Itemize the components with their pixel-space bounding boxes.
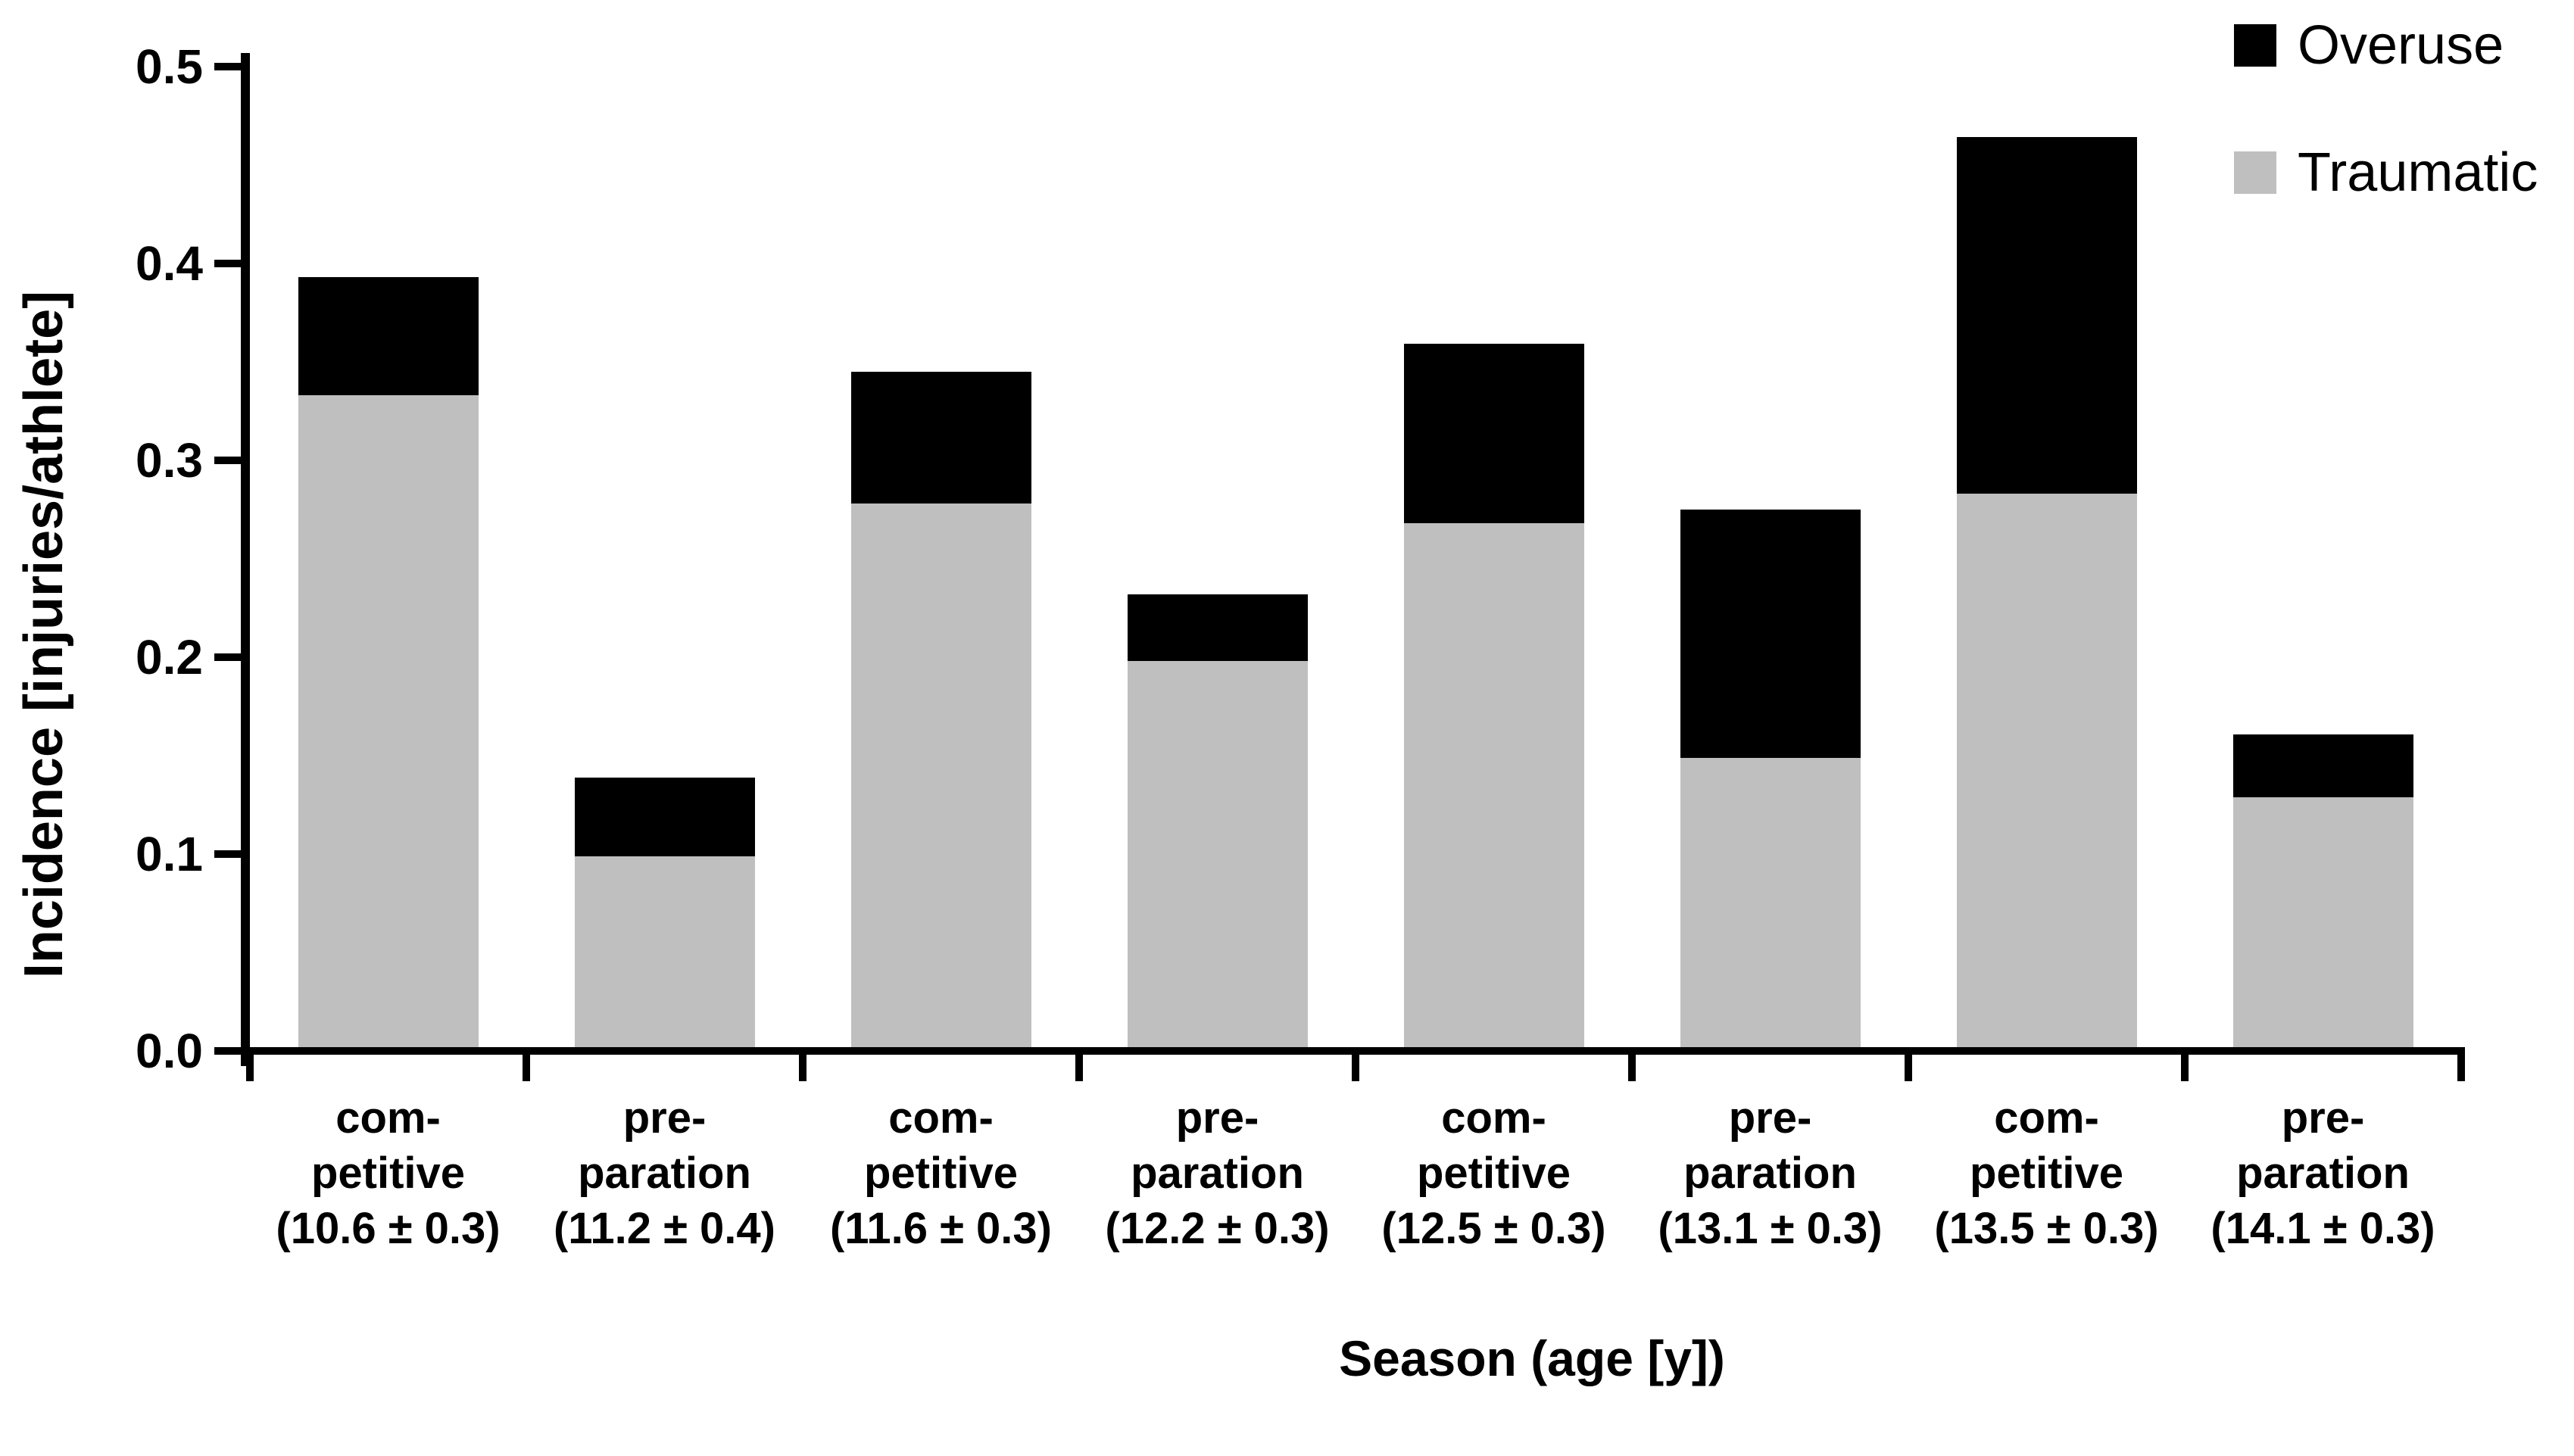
stacked-bar xyxy=(1403,344,1584,1047)
x-category-label: pre-paration (14.1 ± 0.3) xyxy=(2185,1090,2461,1256)
x-category-line: com- xyxy=(1994,1093,2099,1143)
x-tick xyxy=(523,1047,530,1081)
legend-item-overuse: Overuse xyxy=(2234,15,2538,76)
y-tick xyxy=(214,850,242,858)
legend-item-traumatic: Traumatic xyxy=(2234,142,2538,203)
x-category-line: (13.1 ± 0.3) xyxy=(1658,1204,1883,1253)
x-category-line: (11.6 ± 0.3) xyxy=(829,1204,1052,1253)
legend-label: Traumatic xyxy=(2298,142,2538,203)
stacked-bar xyxy=(574,778,755,1047)
x-axis-title: Season (age [y]) xyxy=(1339,1330,1725,1386)
x-category-line: (11.2 ± 0.4) xyxy=(553,1204,775,1253)
y-tick-label: 0.0 xyxy=(136,1024,203,1078)
y-tick-label: 0.3 xyxy=(136,433,203,488)
legend-label: Overuse xyxy=(2298,15,2504,76)
x-tick xyxy=(1075,1047,1083,1081)
x-category-line: (14.1 ± 0.3) xyxy=(2211,1204,2435,1253)
bar-segment-overuse xyxy=(1680,510,1861,758)
x-category-line: pre- xyxy=(622,1093,707,1143)
stacked-bar xyxy=(1127,594,1308,1047)
x-category-line: paration xyxy=(1683,1149,1857,1198)
y-tick xyxy=(214,457,242,464)
bar-segment-overuse xyxy=(2232,734,2413,797)
bar-segment-traumatic xyxy=(1680,758,1861,1047)
x-category-label: com-petitive (11.6 ± 0.3) xyxy=(803,1090,1079,1256)
y-tick xyxy=(214,63,242,70)
bar-segment-traumatic xyxy=(1956,494,2137,1047)
x-category-label: pre-paration (12.2 ± 0.3) xyxy=(1079,1090,1356,1256)
x-category-label: com-petitive (13.5 ± 0.3) xyxy=(1908,1090,2185,1256)
bar-segment-overuse xyxy=(1403,344,1584,523)
overuse-swatch-icon xyxy=(2234,24,2276,67)
bar-segment-traumatic xyxy=(298,395,479,1047)
x-tick xyxy=(799,1047,807,1081)
bar-segment-overuse xyxy=(574,778,755,856)
x-category-label: pre-paration (13.1 ± 0.3) xyxy=(1632,1090,1908,1256)
stacked-bar xyxy=(1956,137,2137,1047)
stacked-bar xyxy=(850,372,1031,1047)
x-category-line: pre- xyxy=(1728,1093,1812,1143)
x-category-line: com- xyxy=(335,1093,441,1143)
y-tick-label: 0.1 xyxy=(136,827,203,881)
x-tick xyxy=(2457,1047,2465,1081)
bar-segment-traumatic xyxy=(2232,797,2413,1047)
x-tick xyxy=(1352,1047,1359,1081)
x-tick xyxy=(2181,1047,2189,1081)
bar-segment-traumatic xyxy=(850,504,1031,1047)
x-category-label: com-petitive (12.5 ± 0.3) xyxy=(1356,1090,1632,1256)
bar-segment-overuse xyxy=(1127,594,1308,661)
x-category-line: petitive xyxy=(310,1149,466,1198)
x-category-line: (10.6 ± 0.3) xyxy=(276,1204,501,1253)
x-category-line: pre- xyxy=(1175,1093,1259,1143)
bar-segment-traumatic xyxy=(1403,523,1584,1047)
x-category-line: petitive xyxy=(863,1149,1019,1198)
x-tick xyxy=(246,1047,254,1081)
x-category-line: com- xyxy=(888,1093,994,1143)
x-category-label: pre-paration (11.2 ± 0.4) xyxy=(526,1090,803,1256)
x-category-line: paration xyxy=(2236,1149,2410,1198)
x-category-line: (12.5 ± 0.3) xyxy=(1381,1204,1606,1253)
stacked-bar xyxy=(298,277,479,1047)
legend: Overuse Traumatic xyxy=(2234,15,2538,270)
x-category-line: pre- xyxy=(2281,1093,2365,1143)
stacked-bar xyxy=(1680,510,1861,1047)
bar-segment-traumatic xyxy=(574,856,755,1047)
y-tick xyxy=(214,653,242,661)
x-tick xyxy=(1628,1047,1636,1081)
bar-segment-overuse xyxy=(1956,137,2137,494)
y-axis-line xyxy=(241,53,250,1066)
bar-segment-overuse xyxy=(850,372,1031,504)
x-category-line: petitive xyxy=(1416,1149,1571,1198)
x-category-line: paration xyxy=(1131,1149,1304,1198)
x-category-line: (13.5 ± 0.3) xyxy=(1934,1204,2159,1253)
y-tick-label: 0.2 xyxy=(136,630,203,684)
stacked-bar xyxy=(2232,734,2413,1047)
traumatic-swatch-icon xyxy=(2234,151,2276,194)
y-tick xyxy=(214,260,242,267)
x-category-line: (12.2 ± 0.3) xyxy=(1105,1204,1330,1253)
x-category-line: paration xyxy=(578,1149,751,1198)
x-category-line: petitive xyxy=(1969,1149,2124,1198)
x-category-label: com-petitive (10.6 ± 0.3) xyxy=(250,1090,526,1256)
y-tick xyxy=(214,1047,242,1055)
x-category-line: com- xyxy=(1441,1093,1546,1143)
x-tick xyxy=(1905,1047,1912,1081)
bar-segment-overuse xyxy=(298,277,479,395)
bar-segment-traumatic xyxy=(1127,661,1308,1047)
y-tick-label: 0.4 xyxy=(136,236,203,291)
y-tick-label: 0.5 xyxy=(136,39,203,94)
